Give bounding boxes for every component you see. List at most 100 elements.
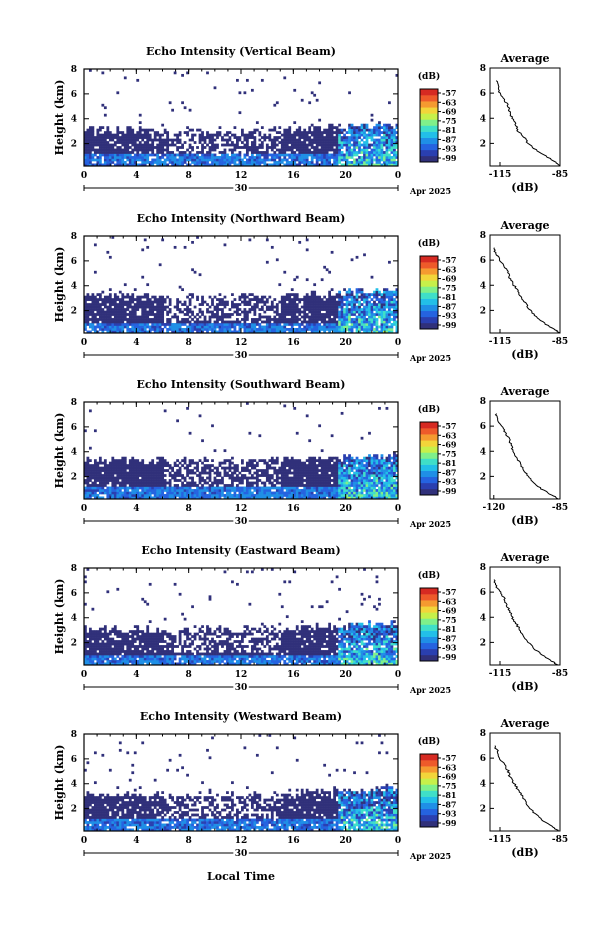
heatmap-cell [338,301,341,304]
heatmap-cell [356,139,359,142]
heatmap-cell [346,477,349,480]
heatmap-cell [328,301,331,304]
heatmap-cell [141,472,144,475]
heatmap-cell [321,318,324,321]
heatmap-cell [323,467,326,470]
heatmap-cell [181,151,184,154]
heatmap-cell [343,462,346,465]
heatmap-cell [291,462,294,465]
heatmap-cell [366,139,369,142]
heatmap-cell [191,156,194,159]
heatmap-cell [288,146,291,149]
heatmap-cell [199,151,202,154]
heatmap-cell [276,303,279,306]
heatmap-cell [134,316,137,319]
heatmap-cell [361,293,364,296]
heatmap-cell [139,301,142,304]
heatmap-cell [328,136,331,139]
heatmap-cell [378,303,381,306]
heatmap-cell [106,326,109,329]
heatmap-cell [174,156,177,159]
heatmap-cell [328,161,331,164]
heatmap-cell [139,464,142,467]
heatmap-cell [311,311,314,314]
heatmap-cell [363,321,366,324]
colorbar: -57-63-69-75-81-87-93-99 [420,88,457,163]
heatmap-cell [199,328,202,331]
heatmap-cell [89,144,92,147]
heatmap-cell [121,144,124,147]
heatmap-cell [126,308,129,311]
heatmap-cell [356,472,359,475]
heatmap-cell [139,479,142,482]
heatmap-cell [348,311,351,314]
heatmap-cell [119,303,122,306]
heatmap-cell [316,318,319,321]
heatmap-cell [191,492,194,495]
heatmap-cell [323,306,326,309]
heatmap-cell [156,318,159,321]
heatmap-cell [283,316,286,319]
heatmap-cell [316,472,319,475]
heatmap-cell [281,321,284,324]
heatmap-cell [366,293,369,296]
heatmap-cell [336,159,339,162]
heatmap-cell [326,139,329,142]
heatmap-cell [176,159,179,162]
heatmap-cell [393,291,396,294]
heatmap-cell [94,154,97,157]
heatmap-cell [356,469,359,472]
heatmap-cell [109,156,112,159]
heatmap-cell [291,308,294,311]
heatmap-cell [119,492,122,495]
heatmap-cell [184,467,187,470]
colorbar-segment [420,293,438,299]
heatmap-cell [346,298,349,301]
heatmap-cell [149,298,152,301]
heatmap-cell [134,146,137,149]
heatmap-cell [291,149,294,152]
heatmap-cell [206,136,209,139]
heatmap-cell [388,129,391,132]
heatmap-cell [239,151,242,154]
heatmap-cell [229,156,232,159]
heatmap-cell [141,139,144,142]
heatmap-cell [86,494,89,497]
heatmap-cell [371,134,374,137]
heatmap-cell [263,474,266,477]
heatmap-cell [373,293,376,296]
heatmap-cell [189,432,192,435]
colorbar-segment [420,274,438,280]
heatmap-cell [293,154,296,157]
heatmap-cell [293,313,296,316]
colorbar-segment [420,132,438,138]
heatmap-cell [86,482,89,485]
heatmap-cell [351,144,354,147]
heatmap-cell [91,296,94,299]
y-tick-label: 6 [71,90,77,100]
heatmap-cell [109,149,112,152]
heatmap-cell [126,129,129,132]
heatmap-cell [263,316,266,319]
heatmap-cell [104,306,107,309]
heatmap-cell [266,494,269,497]
heatmap-cell [378,293,381,296]
heatmap-cell [196,313,199,316]
heatmap-cell [291,318,294,321]
heatmap-cell [129,296,132,299]
heatmap-cell [333,156,336,159]
heatmap-cell [129,303,132,306]
heatmap-cell [121,303,124,306]
colorbar-segment [420,299,438,305]
heatmap-cell [321,467,324,470]
heatmap-cell [151,141,154,144]
heatmap-cell [323,313,326,316]
heatmap-cell [144,301,147,304]
heatmap-cell [94,316,97,319]
heatmap-cell [134,459,137,462]
heatmap-cell [176,487,179,490]
heatmap [84,402,398,499]
heatmap-cell [336,316,339,319]
heatmap-cell [333,477,336,480]
heatmap-cell [96,293,99,296]
